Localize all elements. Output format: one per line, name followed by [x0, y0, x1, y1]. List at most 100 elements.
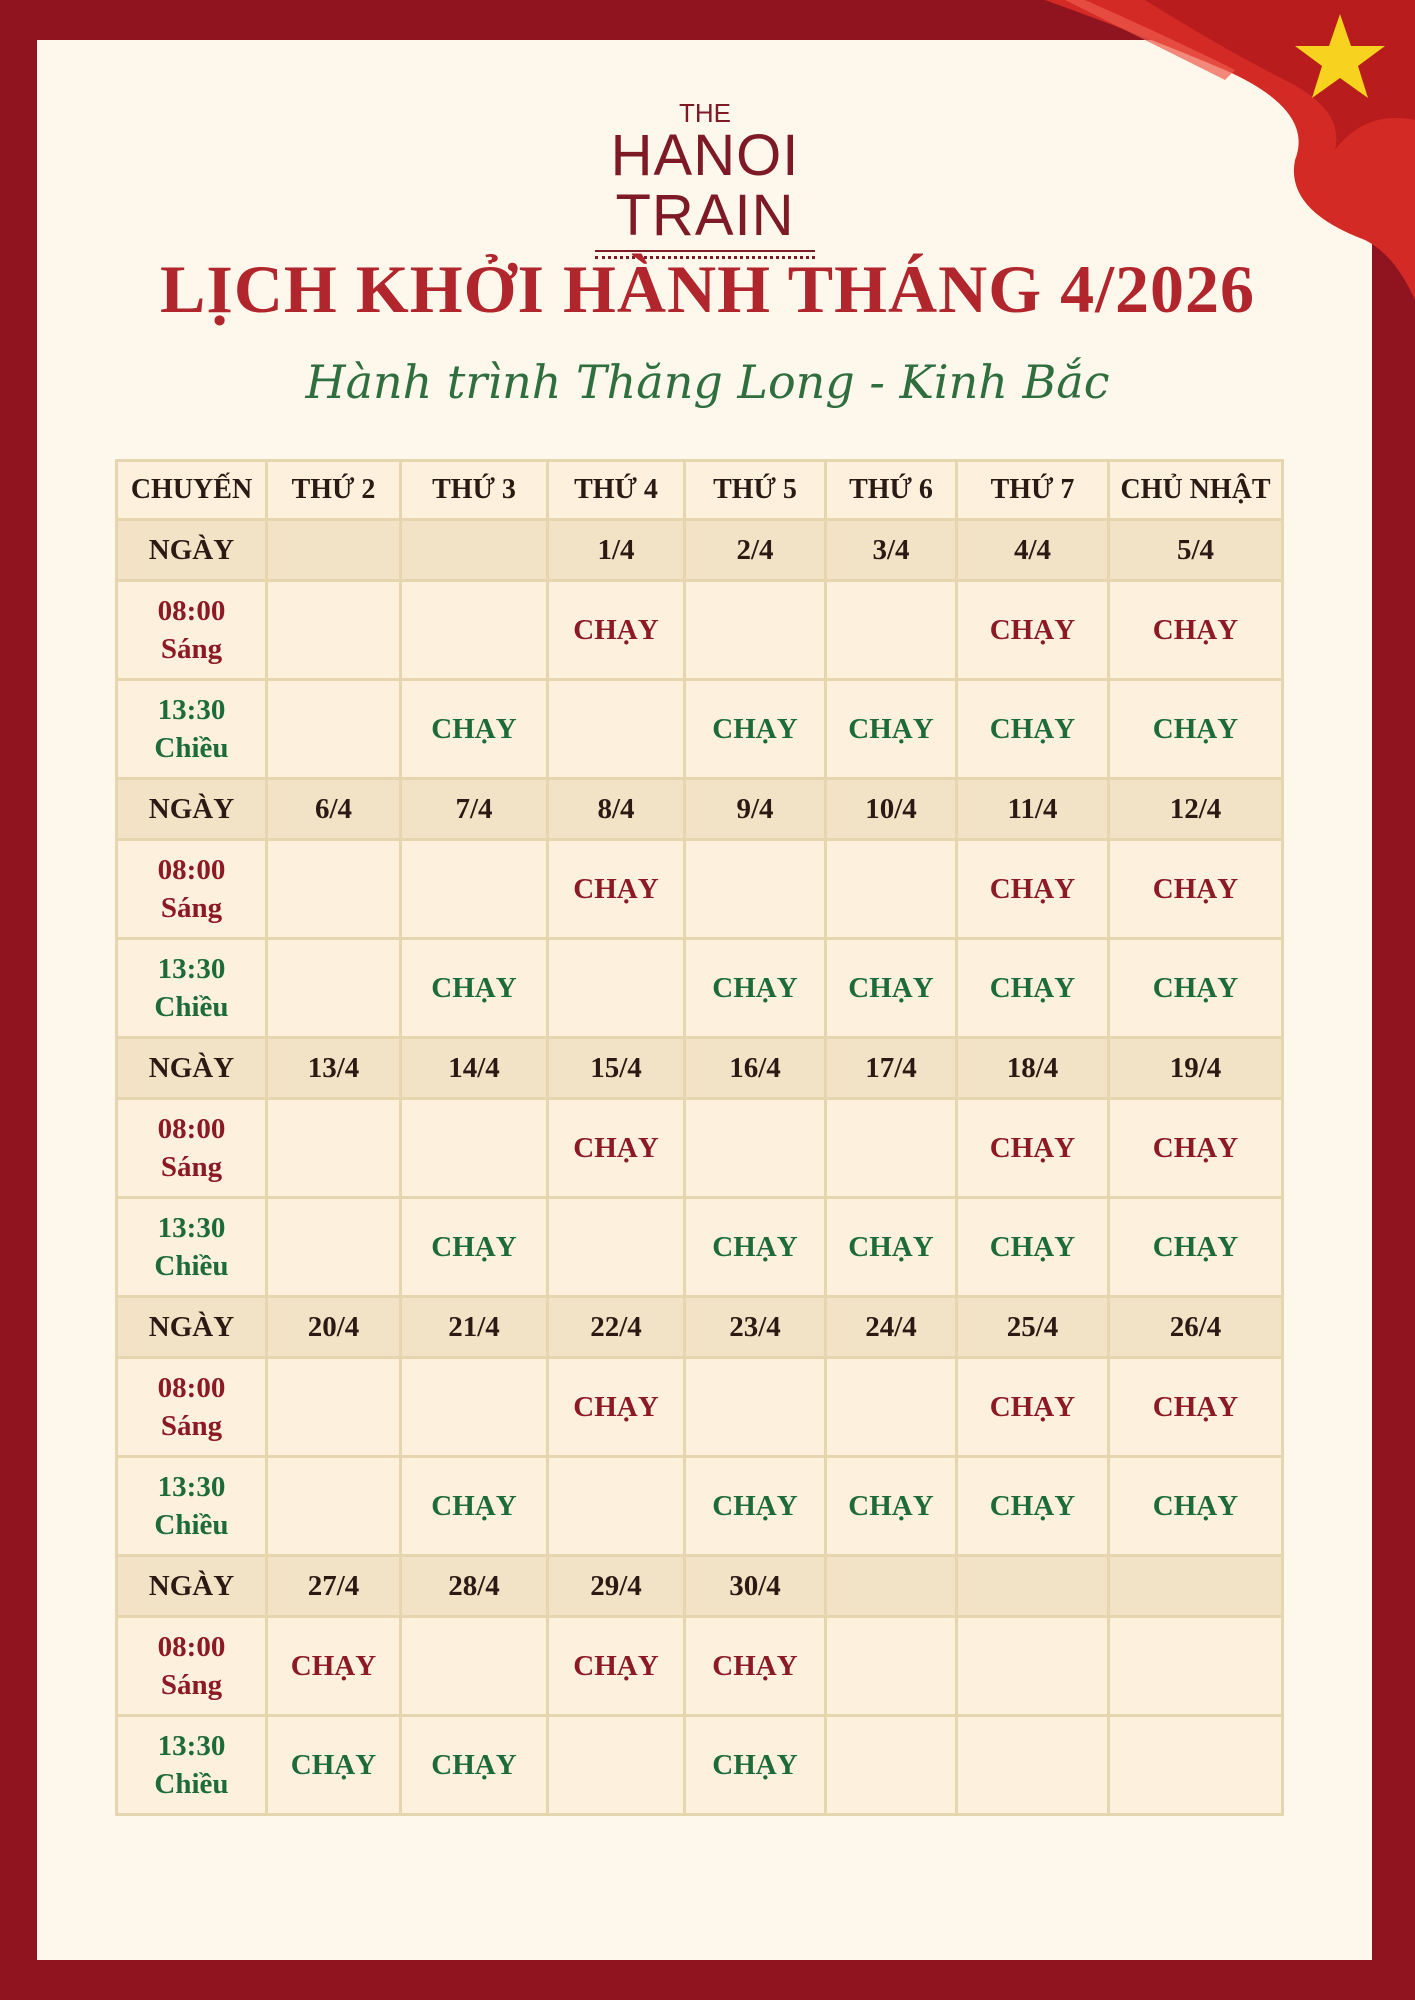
page-subtitle: Hành trình Thăng Long - Kinh Bắc [305, 355, 1110, 409]
run-status-cell: CHẠY [1107, 838, 1284, 940]
column-header: THỨ 3 [399, 459, 549, 521]
star-icon [1295, 14, 1385, 98]
afternoon-time-label: 13:30 Chiều [115, 678, 268, 780]
run-status-cell: CHẠY [546, 1615, 686, 1717]
date-cell: 9/4 [683, 777, 827, 841]
afternoon-row: 13:30 Chiều CHẠY CHẠY CHẠY [115, 1714, 1284, 1816]
column-header: CHỦ NHẬT [1107, 459, 1284, 521]
session-label: Chiều [154, 1250, 229, 1282]
departure-time: 13:30 [157, 1471, 226, 1503]
morning-row: 08:00 Sáng CHẠY CHẠY CHẠY [115, 838, 1284, 940]
date-cell: 27/4 [265, 1554, 402, 1618]
afternoon-time-label: 13:30 Chiều [115, 1714, 268, 1816]
date-label: NGÀY [115, 1554, 268, 1618]
run-status-cell: CHẠY [1107, 1455, 1284, 1557]
date-label: NGÀY [115, 1295, 268, 1359]
date-row: NGÀY 13/4 14/4 15/4 16/4 17/4 18/4 19/4 [115, 1036, 1284, 1100]
run-status-cell: CHẠY [399, 1455, 549, 1557]
run-status-cell [546, 937, 686, 1039]
date-cell: 30/4 [683, 1554, 827, 1618]
date-cell [824, 1554, 958, 1618]
date-cell: 2/4 [683, 518, 827, 582]
header-row: CHUYẾN THỨ 2 THỨ 3 THỨ 4 THỨ 5 THỨ 6 THỨ 7 CHỦ … [115, 459, 1284, 521]
run-status-cell [683, 1356, 827, 1458]
date-cell: 3/4 [824, 518, 958, 582]
run-status-cell [824, 838, 958, 940]
date-row: NGÀY 1/4 2/4 3/4 4/4 5/4 [115, 518, 1284, 582]
afternoon-time-label: 13:30 Chiều [115, 1455, 268, 1557]
session-label: Sáng [160, 1151, 223, 1183]
morning-row: 08:00 Sáng CHẠY CHẠY CHẠY [115, 1615, 1284, 1717]
date-cell [265, 518, 402, 582]
run-status-cell: CHẠY [546, 579, 686, 681]
date-cell: 1/4 [546, 518, 686, 582]
rail-track-icon [595, 250, 815, 259]
run-status-cell: CHẠY [683, 1455, 827, 1557]
date-cell: 11/4 [955, 777, 1110, 841]
run-status-cell: CHẠY [1107, 1356, 1284, 1458]
departure-time: 08:00 [157, 1631, 226, 1663]
run-status-cell [399, 1097, 549, 1199]
afternoon-time-label: 13:30 Chiều [115, 937, 268, 1039]
date-cell [399, 518, 549, 582]
run-status-cell: CHẠY [955, 1356, 1110, 1458]
logo-name: HANOI TRAIN [610, 123, 800, 248]
departure-time: 13:30 [157, 1212, 226, 1244]
run-status-cell: CHẠY [399, 678, 549, 780]
column-header: CHUYẾN [115, 459, 268, 521]
date-label: NGÀY [115, 1036, 268, 1100]
date-cell: 5/4 [1107, 518, 1284, 582]
date-cell: 15/4 [546, 1036, 686, 1100]
date-cell: 14/4 [399, 1036, 549, 1100]
run-status-cell: CHẠY [399, 1196, 549, 1298]
run-status-cell: CHẠY [824, 937, 958, 1039]
run-status-cell [546, 678, 686, 780]
run-status-cell [265, 838, 402, 940]
afternoon-time-label: 13:30 Chiều [115, 1196, 268, 1298]
run-status-cell: CHẠY [824, 678, 958, 780]
schedule-table: CHUYẾN THỨ 2 THỨ 3 THỨ 4 THỨ 5 THỨ 6 THỨ 7 CHỦ … [115, 459, 1284, 1816]
departure-time: 08:00 [157, 854, 226, 886]
date-cell: 7/4 [399, 777, 549, 841]
morning-row: 08:00 Sáng CHẠY CHẠY CHẠY [115, 1097, 1284, 1199]
morning-time-label: 08:00 Sáng [115, 1615, 268, 1717]
run-status-cell: CHẠY [683, 1714, 827, 1816]
run-status-cell [265, 937, 402, 1039]
date-cell: 23/4 [683, 1295, 827, 1359]
run-status-cell [955, 1714, 1110, 1816]
run-status-cell [399, 838, 549, 940]
run-status-cell [265, 678, 402, 780]
run-status-cell: CHẠY [824, 1196, 958, 1298]
date-cell: 10/4 [824, 777, 958, 841]
hanoi-train-logo: THE HANOI TRAIN [555, 100, 855, 259]
run-status-cell: CHẠY [955, 1196, 1110, 1298]
date-cell: 20/4 [265, 1295, 402, 1359]
run-status-cell [546, 1196, 686, 1298]
date-cell: 24/4 [824, 1295, 958, 1359]
run-status-cell [546, 1455, 686, 1557]
date-cell: 4/4 [955, 518, 1110, 582]
run-status-cell [399, 1356, 549, 1458]
run-status-cell [683, 579, 827, 681]
departure-time: 13:30 [157, 953, 226, 985]
run-status-cell: CHẠY [955, 1455, 1110, 1557]
session-label: Sáng [160, 633, 223, 665]
date-cell [1107, 1554, 1284, 1618]
run-status-cell: CHẠY [1107, 937, 1284, 1039]
run-status-cell [955, 1615, 1110, 1717]
run-status-cell: CHẠY [546, 1097, 686, 1199]
run-status-cell: CHẠY [1107, 1196, 1284, 1298]
run-status-cell: CHẠY [1107, 678, 1284, 780]
date-cell: 12/4 [1107, 777, 1284, 841]
run-status-cell [265, 1196, 402, 1298]
column-header: THỨ 4 [546, 459, 686, 521]
morning-time-label: 08:00 Sáng [115, 579, 268, 681]
run-status-cell: CHẠY [546, 1356, 686, 1458]
afternoon-row: 13:30 Chiều CHẠY CHẠY CHẠY CHẠY CHẠY [115, 1455, 1284, 1557]
morning-time-label: 08:00 Sáng [115, 1356, 268, 1458]
date-label: NGÀY [115, 777, 268, 841]
date-cell: 21/4 [399, 1295, 549, 1359]
date-cell: 6/4 [265, 777, 402, 841]
date-cell: 8/4 [546, 777, 686, 841]
column-header: THỨ 2 [265, 459, 402, 521]
